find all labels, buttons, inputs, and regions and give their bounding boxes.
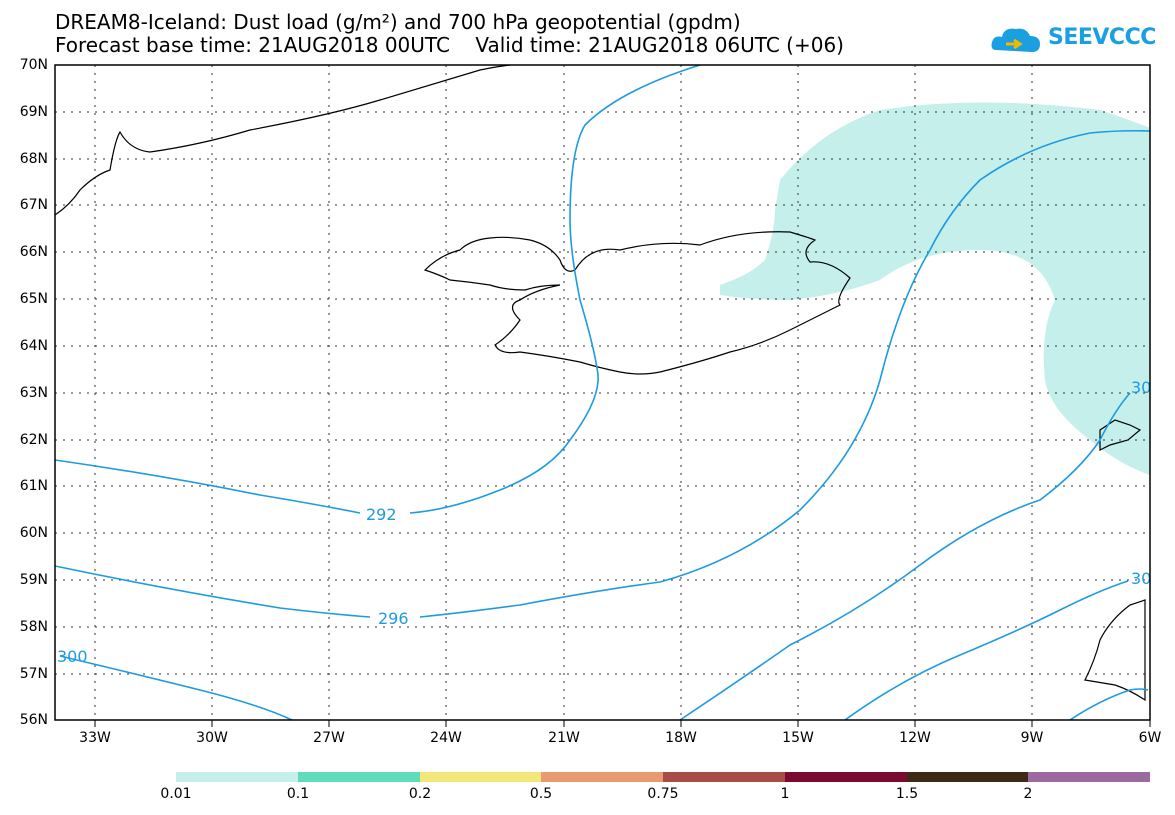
contour-label-300: 300 <box>57 647 88 666</box>
colorbar-label: 0.2 <box>408 786 432 802</box>
forecast-time: Forecast base time: 21AUG2018 00UTC Vali… <box>55 33 844 57</box>
lat-label: 58N <box>19 619 48 635</box>
cloud-icon <box>991 28 1040 52</box>
lat-label: 65N <box>19 291 48 307</box>
lat-label: 57N <box>19 666 48 682</box>
colorbar-segment <box>1028 772 1150 782</box>
colorbar-segment <box>785 772 907 782</box>
contour-label-30b: 30 <box>1131 569 1151 588</box>
colorbar-segment <box>663 772 785 782</box>
lat-label: 67N <box>19 197 48 213</box>
contour-label-296: 296 <box>378 609 409 628</box>
lon-label: 6W <box>1138 730 1162 746</box>
lat-label: 70N <box>19 57 48 73</box>
lat-label: 64N <box>19 338 48 354</box>
colorbar-segment <box>176 772 298 782</box>
lon-label: 30W <box>196 730 228 746</box>
lat-label: 60N <box>19 525 48 541</box>
colorbar-label: 0.1 <box>286 786 310 802</box>
colorbar-label: 1.5 <box>895 786 919 802</box>
colorbar-label: 0.75 <box>647 786 679 802</box>
geopotential-contours <box>54 64 1151 721</box>
colorbar-label: 0.01 <box>160 786 192 802</box>
lon-label: 9W <box>1020 730 1044 746</box>
lon-label: 21W <box>548 730 580 746</box>
colorbar-label: 1 <box>780 786 790 802</box>
colorbar-segment <box>298 772 420 782</box>
lon-label: 27W <box>313 730 345 746</box>
map-frame <box>54 64 1151 721</box>
colorbar-label: 0.5 <box>529 786 553 802</box>
contour-label-30a: 30 <box>1131 378 1151 397</box>
lat-label: 59N <box>19 572 48 588</box>
lon-label: 24W <box>430 730 462 746</box>
colorbar-segment <box>420 772 541 782</box>
chart-title: DREAM8-Iceland: Dust load (g/m²) and 700… <box>55 10 741 34</box>
colorbar-segment <box>907 772 1028 782</box>
lon-label: 12W <box>899 730 931 746</box>
colorbar-segment <box>541 772 663 782</box>
contour-label-292: 292 <box>366 505 397 524</box>
logo-text: SEEVCCC <box>1048 25 1156 50</box>
lat-label: 63N <box>19 385 48 401</box>
colorbar-label: 2 <box>1023 786 1033 802</box>
lat-label: 56N <box>19 712 48 728</box>
dust-area <box>720 102 1150 475</box>
lat-label: 66N <box>19 244 48 260</box>
lat-label: 61N <box>19 478 48 494</box>
lon-label: 15W <box>782 730 814 746</box>
lat-label: 69N <box>19 104 48 120</box>
lat-label: 62N <box>19 432 48 448</box>
lon-label: 18W <box>665 730 697 746</box>
lat-label: 68N <box>19 151 48 167</box>
lon-label: 33W <box>79 730 111 746</box>
